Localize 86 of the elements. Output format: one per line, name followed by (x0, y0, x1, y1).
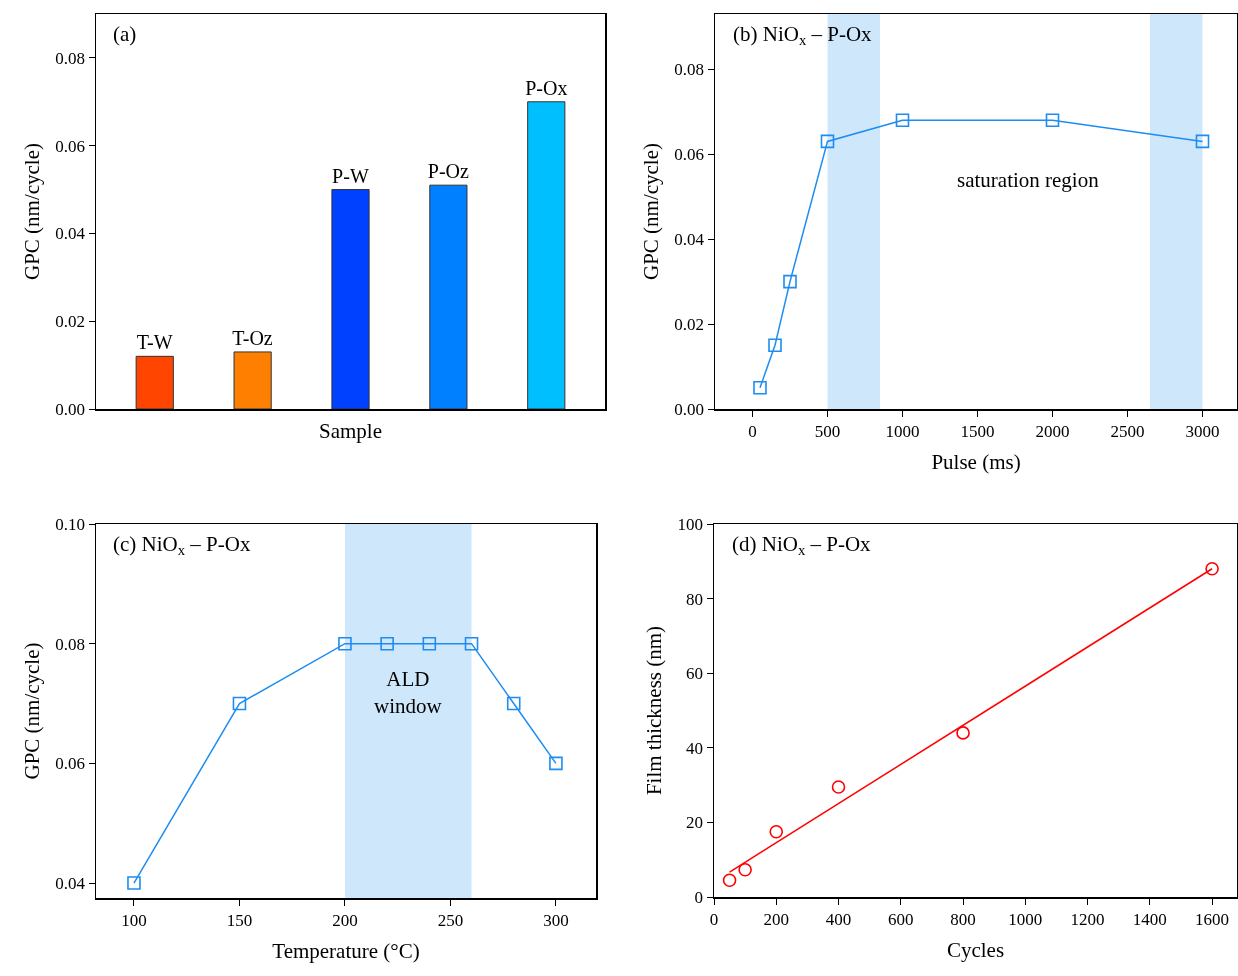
x-tick-label: 1500 (960, 421, 995, 441)
y-tick-label: 0.00 (55, 399, 86, 419)
x-tick-label: P-Oz (427, 160, 469, 183)
x-tick-label: P-W (332, 164, 369, 187)
x-tick-label: 2500 (1110, 421, 1145, 441)
x-tick-label: 400 (825, 909, 852, 929)
y-tick-label: 0.08 (55, 48, 86, 68)
y-tick-label: 0 (694, 887, 704, 907)
point (1045, 113, 1060, 127)
point (956, 726, 970, 740)
y-axis-title: GPC (nm/cycle) (19, 142, 44, 281)
x-tick-label: 200 (763, 909, 790, 929)
annotation: (b) NiO$_{x}$ – P-Ox (733, 22, 873, 49)
annotation: (d) NiO$_{x}$ – P-Ox (732, 532, 872, 559)
x-tick-label: 500 (814, 421, 841, 441)
x-tick-label: 150 (226, 910, 253, 930)
x-tick-label: 1600 (1195, 909, 1230, 929)
y-axis-title: GPC (nm/cycle) (19, 642, 44, 780)
bar (331, 189, 370, 409)
bar (233, 351, 272, 409)
y-tick-label: 0.08 (674, 60, 705, 80)
y-tick-label: 20 (686, 813, 704, 833)
bar (429, 184, 468, 409)
x-tick-label: 0 (748, 421, 757, 441)
x-tick-label: P-Ox (525, 76, 568, 99)
x-tick-label: 300 (543, 910, 569, 930)
point (820, 134, 835, 149)
annotation: (a) (113, 22, 137, 46)
x-tick-label: 1000 (1008, 909, 1043, 929)
annotation: saturation region (957, 168, 1100, 192)
x-tick-label: 1200 (1070, 909, 1105, 929)
annotation: (c) NiO$_{x}$ – P-Ox (113, 532, 251, 559)
y-tick-label: 0.10 (55, 514, 86, 534)
point (753, 380, 767, 395)
y-tick-label: 0.02 (55, 312, 86, 332)
x-tick-label: 600 (888, 909, 914, 929)
point (1205, 561, 1219, 576)
band-label: ALD window (374, 667, 443, 719)
y-tick-label: 0.00 (674, 399, 705, 419)
y-tick-label: 0.08 (55, 634, 86, 654)
x-tick-label: 2000 (1035, 421, 1070, 441)
point (768, 338, 782, 353)
point (422, 636, 437, 651)
x-axis-title: Pulse (ms) (931, 449, 1021, 474)
point (127, 876, 141, 890)
bar (527, 101, 566, 409)
x-axis-title: Temperature (°C) (272, 938, 420, 963)
bar (135, 355, 174, 409)
point (549, 756, 563, 771)
point (232, 696, 247, 711)
x-tick-label: 800 (950, 909, 976, 929)
x-tick-label: 100 (121, 910, 147, 930)
point (506, 696, 521, 711)
y-axis-title: GPC (nm/cycle) (638, 142, 663, 281)
point (769, 824, 784, 839)
x-tick-label: 3000 (1185, 421, 1220, 441)
point (380, 636, 394, 651)
x-tick-label: 1000 (885, 421, 920, 441)
point (783, 274, 797, 289)
y-axis-title: Film thickness (nm) (642, 625, 666, 796)
x-tick-label: 1400 (1132, 909, 1167, 929)
y-tick-label: 0.06 (55, 136, 86, 156)
x-tick-label: 250 (437, 910, 464, 930)
y-tick-label: 0.04 (674, 230, 705, 250)
x-tick-label: T-W (136, 331, 173, 354)
x-tick-label: 0 (709, 909, 719, 929)
point (1195, 134, 1210, 149)
y-tick-label: 0.06 (674, 145, 705, 165)
y-tick-label: 80 (686, 589, 704, 609)
point (831, 780, 846, 794)
y-tick-label: 40 (686, 738, 704, 758)
point (895, 113, 910, 127)
x-tick-label: T-Oz (232, 326, 273, 349)
point (738, 862, 752, 877)
x-axis-title: Sample (319, 419, 382, 444)
y-tick-label: 0.04 (55, 224, 86, 244)
x-tick-label: 200 (332, 910, 358, 930)
y-tick-label: 0.02 (674, 315, 705, 334)
y-tick-label: 0.06 (55, 754, 86, 774)
point (722, 873, 737, 888)
point (464, 636, 479, 651)
y-tick-label: 0.04 (55, 873, 86, 893)
y-tick-label: 100 (677, 514, 704, 534)
point (338, 636, 352, 651)
y-tick-label: 60 (686, 664, 704, 684)
x-axis-title: Cycles (946, 937, 1005, 962)
